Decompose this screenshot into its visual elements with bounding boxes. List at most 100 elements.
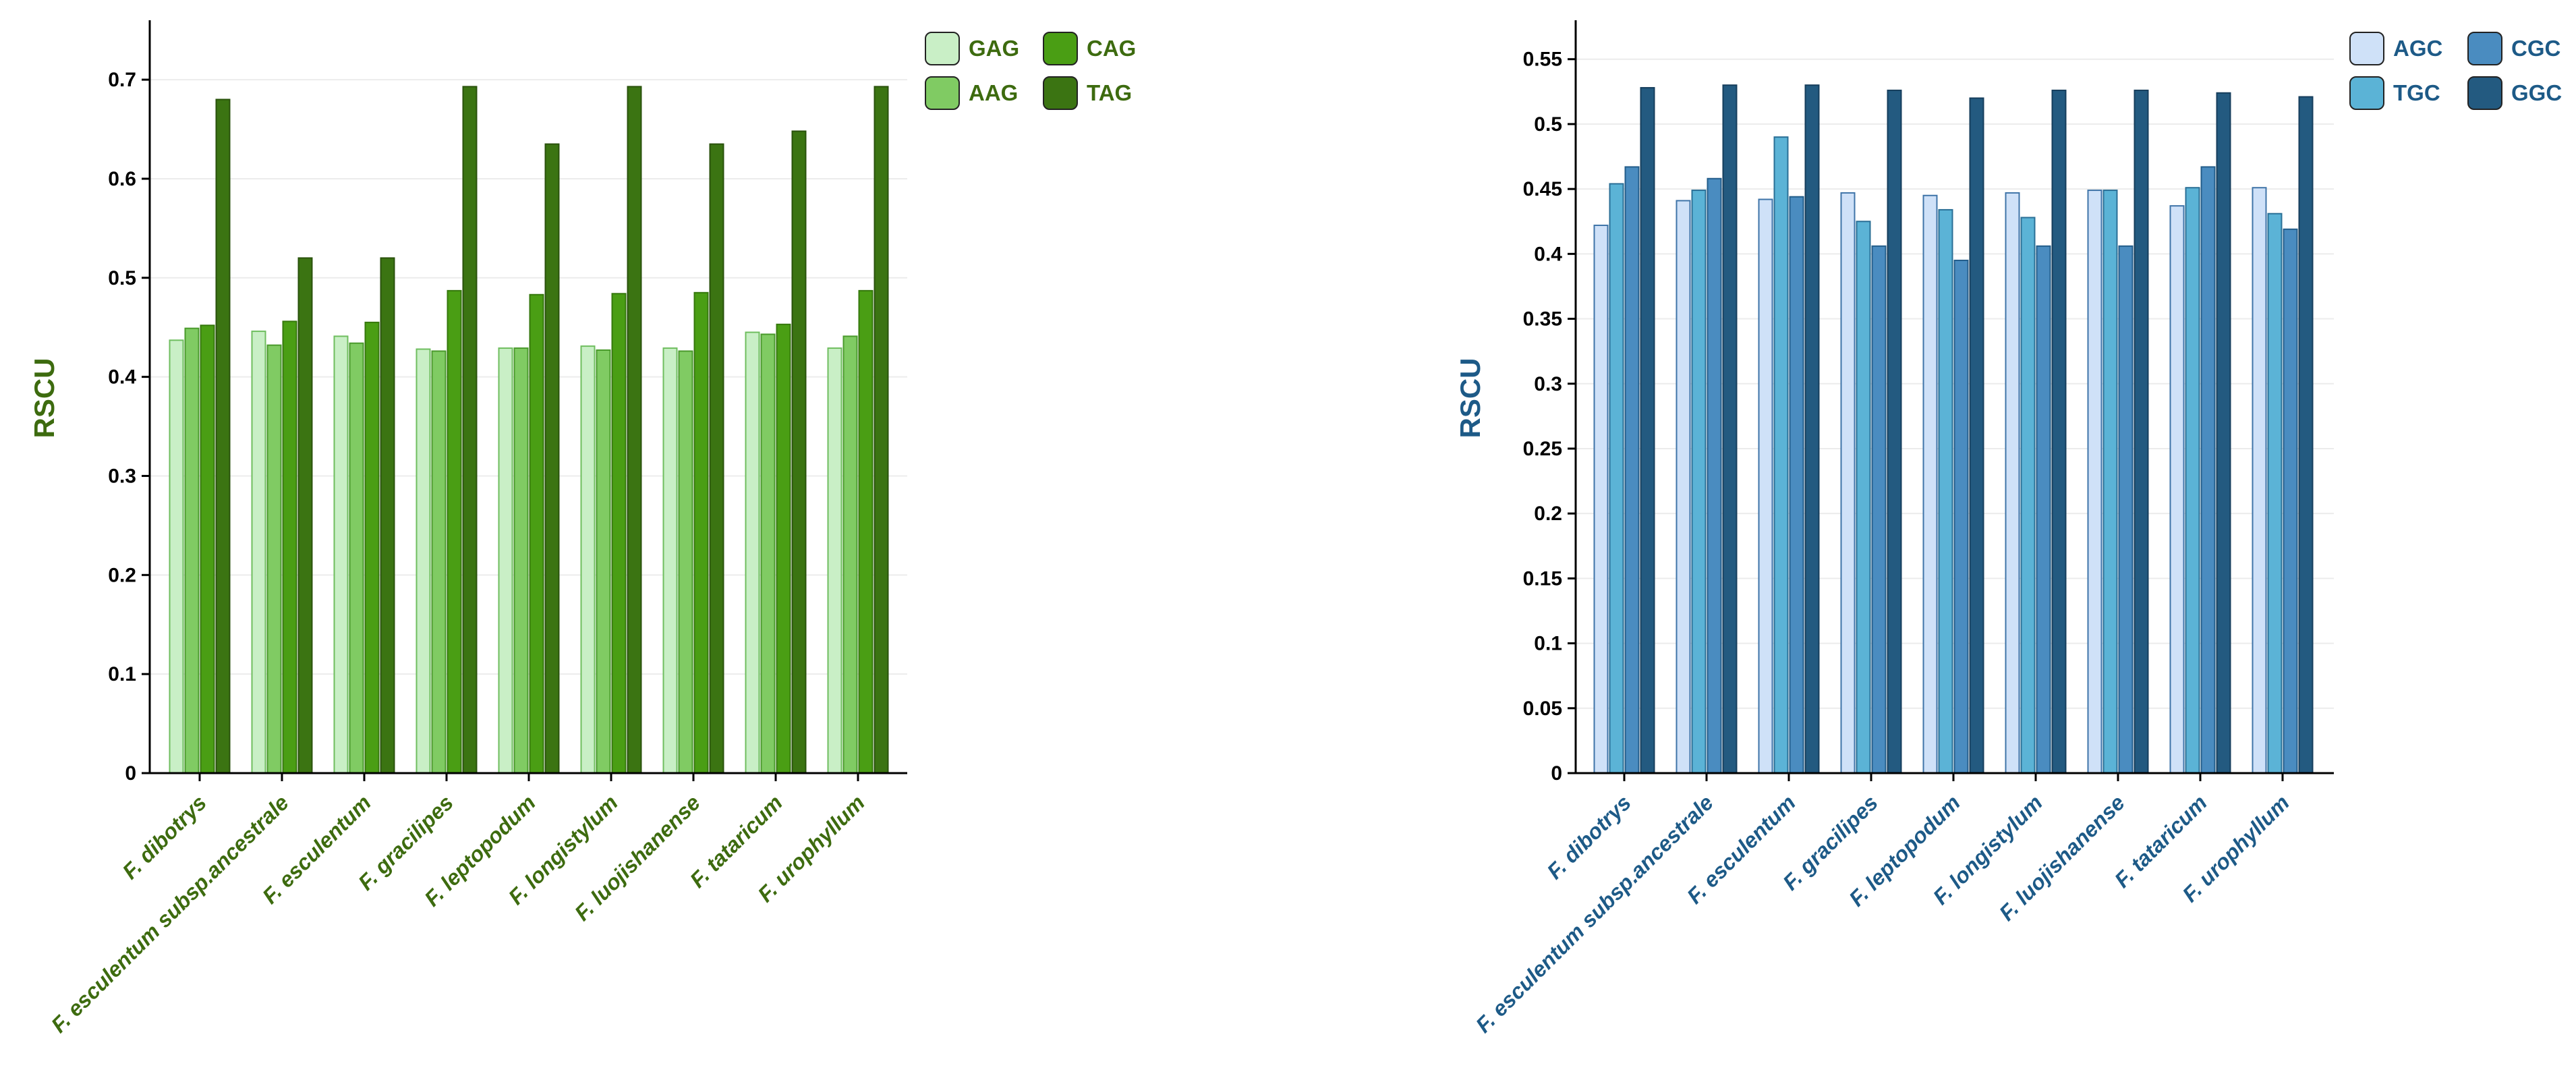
bar-cag-6: [611, 293, 627, 774]
bar-agc-5: [1922, 194, 1938, 774]
bar-tgc-9: [2267, 213, 2283, 774]
bar-tag-9: [874, 86, 889, 774]
bar-tag-1: [215, 98, 231, 774]
bar-aag-3: [349, 342, 364, 774]
bar-cag-4: [447, 289, 462, 774]
bar-agc-8: [2169, 205, 2185, 774]
bar-cgc-4: [1871, 245, 1887, 774]
bar-agc-4: [1840, 192, 1856, 774]
bar-ggc-1: [1640, 87, 1655, 774]
legend-label: CAG: [1087, 36, 1136, 61]
y-tick-label: 0.05: [1523, 698, 1562, 720]
bar-gag-4: [416, 348, 431, 774]
bar-cgc-7: [2118, 245, 2134, 774]
bar-tag-7: [709, 143, 724, 774]
y-tick-label: 0.6: [108, 168, 136, 190]
bar-aag-4: [431, 350, 447, 774]
bar-tag-5: [544, 143, 560, 774]
y-tick-label: 0.5: [108, 267, 136, 289]
legend-swatch: [925, 32, 960, 65]
y-tick-label: 0.25: [1523, 438, 1562, 460]
bar-cgc-3: [1789, 196, 1804, 774]
bar-ggc-5: [1969, 97, 1984, 774]
legend-item-cag: CAG: [1043, 32, 1136, 65]
legend-label: AAG: [969, 80, 1018, 105]
bar-cag-9: [858, 289, 874, 774]
legend-item-cgc: CGC: [2467, 32, 2560, 65]
y-tick-label: 0: [125, 762, 136, 785]
y-tick-label: 0: [1551, 762, 1562, 785]
chart-panel-2-codon-gc: 0 0.05 0.1 0.15 0.2 0.25 0.3 0.35 0.4 0.45 0.5 0.55…: [1454, 20, 2562, 1038]
bar-tgc-1: [1609, 183, 1624, 774]
bar-agc-2: [1676, 200, 1691, 774]
bar-cgc-9: [2283, 228, 2298, 774]
bar-gag-6: [580, 345, 596, 774]
bar-gag-9: [827, 347, 842, 774]
bar-tgc-5: [1938, 208, 1953, 774]
bar-agc-3: [1758, 198, 1773, 774]
y-tick-label: 0.45: [1523, 178, 1562, 200]
bar-cgc-1: [1624, 166, 1640, 774]
bar-ggc-2: [1722, 84, 1738, 774]
y-tick-label: 0.35: [1523, 308, 1562, 331]
bar-agc-9: [2252, 187, 2267, 774]
bar-aag-1: [184, 327, 200, 774]
bar-cgc-5: [1953, 259, 1969, 774]
bar-aag-2: [266, 344, 282, 774]
legend-swatch: [2349, 32, 2384, 65]
y-tick-label: 0.2: [108, 564, 136, 586]
bar-cag-5: [529, 293, 544, 774]
bar-cag-1: [200, 324, 215, 774]
bar-ggc-8: [2216, 92, 2231, 774]
bar-agc-6: [2005, 192, 2020, 774]
y-tick-label: 0.1: [1534, 633, 1562, 655]
bar-tgc-8: [2185, 187, 2200, 774]
bar-ggc-6: [2051, 89, 2067, 774]
y-tick-label: 0.3: [1534, 373, 1562, 395]
y-tick-label: 0.15: [1523, 567, 1562, 590]
legend-label: TAG: [1087, 80, 1132, 105]
legend-label: CGC: [2511, 36, 2560, 61]
bar-ggc-9: [2298, 96, 2314, 774]
bar-agc-1: [1593, 225, 1609, 774]
bar-aag-8: [760, 333, 776, 774]
bar-cgc-6: [2036, 245, 2051, 774]
legend-item-ggc: GGC: [2467, 76, 2562, 110]
bar-aag-7: [678, 350, 693, 774]
bar-tgc-4: [1856, 221, 1871, 774]
bar-tag-3: [380, 257, 395, 774]
bar-tgc-2: [1691, 190, 1707, 774]
y-axis-title: RSCU: [1454, 358, 1486, 438]
bar-gag-2: [251, 331, 266, 774]
bar-tag-4: [462, 86, 478, 774]
bar-cgc-8: [2200, 166, 2216, 774]
y-tick-label: 0.2: [1534, 503, 1562, 525]
bar-cag-3: [364, 321, 380, 774]
legend-item-tag: TAG: [1043, 76, 1132, 110]
bar-gag-3: [333, 335, 349, 774]
legend-swatch: [1043, 32, 1078, 65]
bar-aag-6: [596, 349, 611, 774]
bar-ggc-3: [1804, 84, 1820, 774]
legend-swatch: [2467, 76, 2502, 110]
bar-gag-8: [745, 331, 760, 774]
y-tick-label: 0.55: [1523, 49, 1562, 71]
bar-agc-7: [2087, 190, 2102, 774]
legend-label: AGC: [2393, 36, 2442, 61]
bar-cag-2: [282, 320, 297, 774]
legend-swatch: [2349, 76, 2384, 110]
legend-label: GAG: [969, 36, 1019, 61]
bar-tgc-6: [2020, 217, 2036, 774]
y-tick-label: 0.4: [108, 366, 136, 389]
bar-cgc-2: [1707, 177, 1722, 774]
y-tick-label: 0.4: [1534, 243, 1562, 265]
bar-tgc-3: [1773, 136, 1789, 774]
y-tick-label: 0.3: [108, 465, 136, 487]
bar-gag-5: [498, 347, 513, 774]
bar-ggc-7: [2134, 89, 2149, 774]
legend-swatch: [2467, 32, 2502, 65]
bar-gag-7: [662, 347, 678, 774]
bar-ggc-4: [1887, 89, 1902, 774]
